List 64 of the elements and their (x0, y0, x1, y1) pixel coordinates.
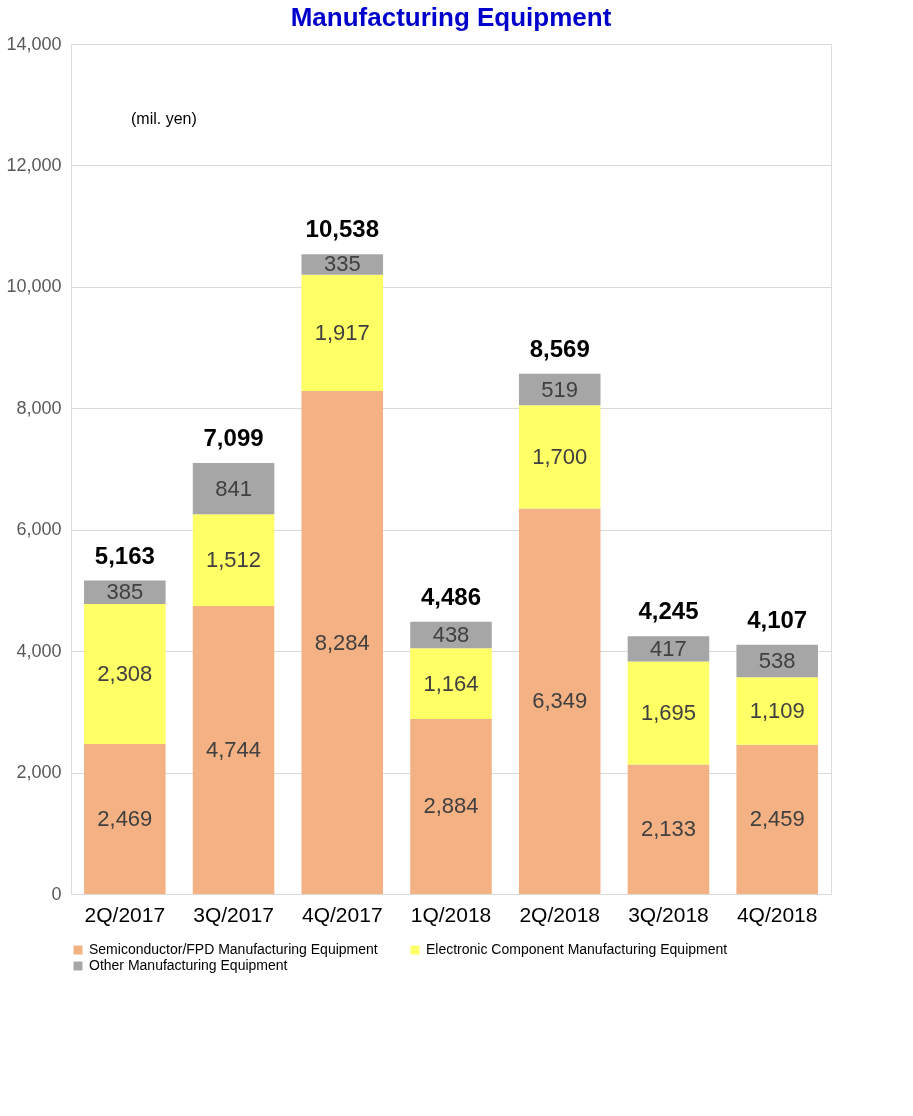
data-label: 1,917 (314, 319, 370, 345)
bar (518, 405, 601, 509)
y-tick-label: 2,000 (16, 762, 62, 783)
bar (410, 648, 492, 719)
legend-label: Electronic Component Manufacturing Equipment (426, 941, 728, 957)
x-tick-label: 3Q/2017 (193, 902, 274, 926)
y-tick-label: 10,000 (6, 276, 62, 297)
total-label: 5,163 (94, 541, 155, 569)
y-tick-label: 8,000 (16, 397, 62, 418)
data-label: 1,164 (423, 670, 479, 696)
data-label: 841 (215, 475, 252, 501)
total-label: 4,486 (420, 582, 482, 610)
data-label: 1,700 (532, 443, 588, 469)
data-label: 438 (432, 621, 470, 647)
bar (192, 605, 275, 894)
bar (192, 514, 275, 606)
chart-title: Manufacturing Equipment (290, 2, 612, 32)
y-tick-label: 0 (51, 883, 62, 904)
bar (518, 508, 601, 894)
x-tick-label: 4Q/2018 (736, 902, 818, 926)
total-label: 4,245 (638, 597, 699, 625)
total-label: 4,107 (747, 605, 808, 633)
legend-label: Other Manufacturing Equipment (89, 957, 288, 973)
data-label: 2,469 (97, 806, 153, 832)
y-tick-label: 12,000 (6, 154, 62, 175)
total-label: 10,538 (305, 215, 379, 243)
data-label: 4,744 (206, 736, 262, 762)
data-label: 385 (106, 579, 144, 605)
data-label: 2,884 (423, 793, 479, 819)
bar (410, 718, 492, 894)
data-label: 538 (758, 648, 796, 674)
data-label: 1,512 (206, 547, 262, 573)
data-label: 2,459 (749, 806, 805, 832)
y-tick-label: 6,000 (16, 519, 62, 540)
bar (301, 274, 384, 392)
x-tick-label: 3Q/2018 (628, 902, 709, 926)
x-tick-label: 2Q/2017 (84, 902, 166, 926)
data-label: 6,349 (532, 688, 588, 714)
x-tick-label: 1Q/2018 (410, 902, 492, 926)
bar (192, 463, 275, 515)
y-tick-label: 14,000 (6, 33, 62, 54)
data-label: 519 (541, 376, 579, 402)
data-label: 1,695 (640, 700, 696, 726)
bar (84, 744, 166, 894)
bar (84, 603, 166, 745)
data-label: 335 (323, 251, 361, 277)
bar (301, 391, 384, 894)
data-label: 417 (650, 635, 687, 661)
annotation: (mil. yen) (131, 110, 197, 127)
bar (736, 677, 818, 745)
data-label: 1,109 (749, 698, 805, 724)
x-tick-label: 4Q/2017 (301, 902, 383, 926)
legend-label: Semiconductor/FPD Manufacturing Equipment (89, 941, 378, 957)
data-label: 2,308 (97, 661, 153, 687)
bar (627, 661, 710, 765)
total-label: 7,099 (203, 424, 264, 452)
bar (627, 636, 710, 662)
total-label: 8,569 (529, 334, 590, 362)
data-label: 2,133 (640, 816, 696, 842)
bar (627, 764, 710, 894)
y-tick-label: 4,000 (16, 640, 62, 661)
bar (736, 744, 818, 894)
x-tick-label: 2Q/2018 (519, 902, 601, 926)
data-label: 8,284 (314, 629, 370, 655)
